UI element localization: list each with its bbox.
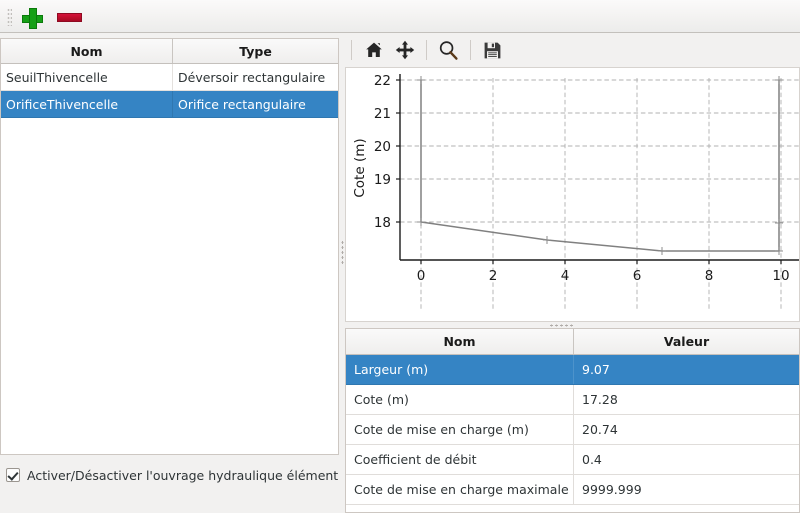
chart-y-ticklabels: 22 21 20 19 18 — [374, 73, 391, 231]
properties-table[interactable]: Nom Valeur Largeur (m) 9.07 Cote (m) 17.… — [345, 328, 800, 513]
save-icon — [484, 42, 501, 58]
cell-valeur[interactable]: 0.4 — [582, 452, 602, 467]
column-header-type[interactable]: Type — [239, 43, 272, 59]
table-row[interactable]: Cote de mise en charge (m) 20.74 — [346, 415, 799, 445]
splitter-grip-icon — [549, 324, 575, 327]
chart-y-ticks — [396, 79, 400, 223]
table-row[interactable]: Cote (m) 17.28 — [346, 385, 799, 415]
table-row[interactable]: SeuilThivencelle Déversoir rectangulaire — [1, 64, 338, 91]
toolbar-separator — [426, 40, 427, 60]
minus-icon — [57, 13, 82, 22]
toolbar-separator — [351, 40, 352, 60]
left-panel: Nom Type SeuilThivencelle Déversoir rect… — [0, 33, 362, 503]
xtick-2: 2 — [489, 268, 498, 284]
ytick-19: 19 — [374, 172, 391, 188]
column-header-nom[interactable]: Nom — [346, 329, 574, 354]
checkbox-indicator[interactable] — [6, 468, 20, 482]
cell-nom: Largeur (m) — [346, 355, 574, 384]
remove-element-button[interactable] — [55, 4, 85, 30]
horizontal-splitter[interactable] — [345, 322, 800, 328]
xtick-10: 10 — [772, 268, 789, 284]
profile-chart[interactable]: 22 21 20 19 18 0 2 4 6 8 10 Cote (m) — [345, 67, 800, 322]
column-header-nom[interactable]: Nom — [1, 39, 173, 63]
table-row[interactable]: Largeur (m) 9.07 — [346, 355, 799, 385]
table-row[interactable]: Cote de mise en charge maximale 9999.999 — [346, 475, 799, 505]
cell-type: Orifice rectangulaire — [178, 96, 306, 112]
chart-ylabel: Cote (m) — [352, 138, 368, 197]
cell-valeur[interactable]: 17.28 — [582, 392, 618, 407]
xtick-6: 6 — [633, 268, 642, 284]
xtick-8: 8 — [705, 268, 714, 284]
chart-x-ticks — [420, 260, 782, 264]
ytick-22: 22 — [374, 73, 391, 89]
cell-nom: OrificeThivencelle — [1, 91, 173, 117]
enable-structure-checkbox[interactable]: Activer/Désactiver l'ouvrage hydraulique… — [0, 463, 362, 487]
chart-canvas: 22 21 20 19 18 0 2 4 6 8 10 Cote (m) — [346, 68, 799, 321]
cell-valeur[interactable]: 9999.999 — [582, 482, 642, 497]
cell-nom: Cote (m) — [346, 385, 574, 414]
cell-valeur[interactable]: 20.74 — [582, 422, 618, 437]
cell-type: Déversoir rectangulaire — [178, 69, 326, 85]
chart-x-ticklabels: 0 2 4 6 8 10 — [417, 268, 790, 284]
table-row[interactable]: Coefficient de débit 0.4 — [346, 445, 799, 475]
chart-home-button[interactable] — [358, 36, 389, 64]
cell-nom: Cote de mise en charge (m) — [346, 415, 574, 444]
chart-save-button[interactable] — [477, 36, 508, 64]
ytick-21: 21 — [374, 106, 391, 122]
checkbox-label: Activer/Désactiver l'ouvrage hydraulique… — [27, 467, 362, 483]
table-row[interactable]: OrificeThivencelle Orifice rectangulaire — [1, 91, 338, 118]
cell-nom: Cote de mise en charge maximale — [346, 475, 574, 504]
move-icon — [395, 40, 414, 60]
toolbar-drag-handle[interactable] — [7, 8, 12, 26]
plus-icon — [22, 8, 43, 29]
chart-pan-button[interactable] — [389, 36, 420, 64]
elements-table[interactable]: Nom Type SeuilThivencelle Déversoir rect… — [0, 38, 339, 455]
cell-nom: Coefficient de débit — [346, 445, 574, 474]
splitter-grip-icon — [341, 240, 344, 266]
column-header-valeur[interactable]: Valeur — [663, 334, 710, 349]
ytick-20: 20 — [374, 139, 391, 155]
elements-table-header: Nom Type — [1, 39, 338, 64]
chart-markers — [417, 76, 783, 255]
toolbar-separator — [470, 40, 471, 60]
home-icon — [365, 42, 382, 57]
ytick-18: 18 — [374, 215, 391, 231]
cell-nom: SeuilThivencelle — [1, 64, 173, 90]
properties-table-header: Nom Valeur — [346, 329, 799, 355]
vertical-splitter[interactable] — [339, 33, 345, 503]
xtick-4: 4 — [561, 268, 570, 284]
right-panel: 22 21 20 19 18 0 2 4 6 8 10 Cote (m) — [345, 33, 800, 513]
zoom-icon — [439, 40, 458, 60]
main-toolbar — [0, 0, 800, 33]
add-element-button[interactable] — [18, 4, 48, 30]
xtick-0: 0 — [417, 268, 426, 284]
chart-navigation-toolbar — [345, 33, 800, 67]
chart-zoom-button[interactable] — [433, 36, 464, 64]
cell-valeur[interactable]: 9.07 — [582, 362, 610, 377]
